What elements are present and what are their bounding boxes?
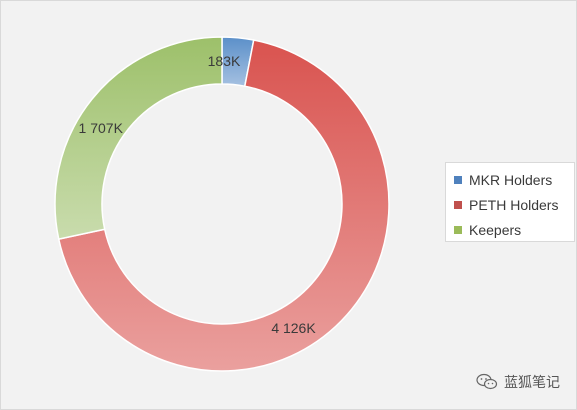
- chat-bubbles-icon: [476, 373, 498, 390]
- legend-item-mkr-holders[interactable]: MKR Holders: [454, 167, 574, 192]
- legend-swatch: [454, 200, 462, 209]
- legend-swatch: [454, 225, 462, 234]
- legend-label: MKR Holders: [469, 171, 553, 188]
- legend-label: Keepers: [469, 221, 522, 238]
- data-label-mkr-holders: 183K: [208, 53, 241, 69]
- legend-item-keepers[interactable]: Keepers: [454, 217, 574, 242]
- legend-swatch: [454, 175, 462, 184]
- watermark: 蓝狐笔记: [476, 372, 560, 392]
- slice-peth-holders[interactable]: [57, 39, 390, 372]
- watermark-text: 蓝狐笔记: [504, 375, 560, 391]
- legend-item-peth-holders[interactable]: PETH Holders: [454, 192, 574, 217]
- data-label-keepers: 1 707K: [79, 120, 124, 136]
- legend: MKR Holders PETH Holders Keepers: [445, 162, 575, 242]
- legend-label: PETH Holders: [469, 196, 559, 213]
- data-label-peth-holders: 4 126K: [271, 320, 316, 336]
- slice-keepers[interactable]: [54, 36, 223, 241]
